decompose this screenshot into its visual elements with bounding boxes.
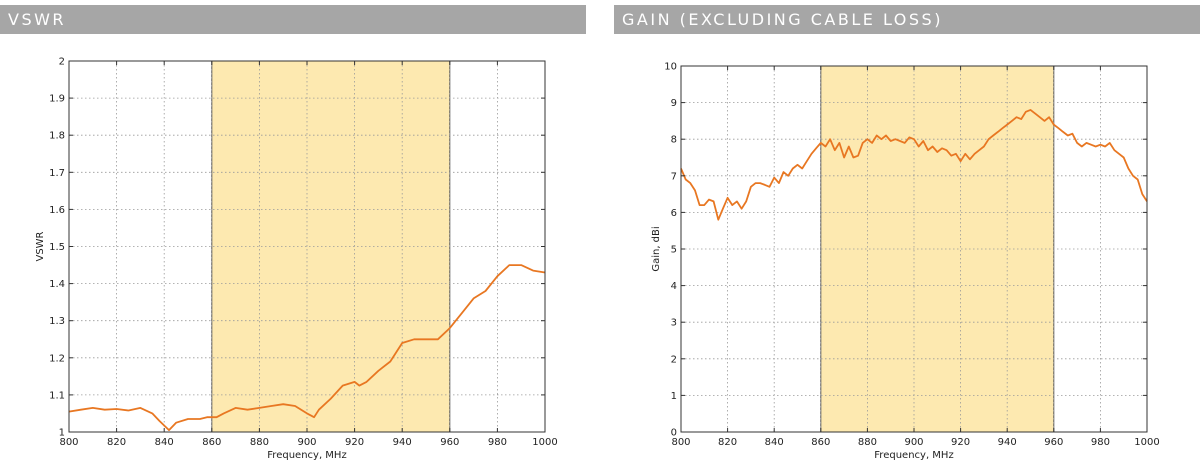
y-tick-label: 1.8 [49,131,65,142]
x-tick-label: 920 [345,437,364,448]
x-tick-label: 940 [393,437,412,448]
y-tick-label: 0 [671,428,677,439]
x-tick-label: 800 [671,437,690,448]
x-tick-label: 840 [765,437,784,448]
y-tick-label: 6 [671,208,677,219]
y-tick-label: 2 [671,354,677,365]
gain-panel: GAIN (EXCLUDING CABLE LOSS) 800 820 840 860… [614,0,1200,461]
x-tick-label: 840 [155,437,174,448]
y-tick-label: 10 [664,62,677,73]
y-tick-label: 1 [671,391,677,402]
x-tick-label: 860 [202,437,221,448]
y-tick-label: 1.6 [49,205,65,216]
x-tick-label: 820 [107,437,126,448]
x-tick-label: 1000 [1134,437,1159,448]
y-tick-label: 7 [671,171,677,182]
x-tick-label: 800 [59,437,78,448]
x-tick-label: 980 [1091,437,1110,448]
x-tick-label: 960 [440,437,459,448]
y-tick-label: 9 [671,98,677,109]
y-tick-label: 1.9 [49,94,65,105]
vswr-panel-title: VSWR [0,5,586,34]
y-tick-label: 1.1 [49,390,65,401]
vswr-chart: 800 820 840 860 880 900 920 940 960 980 1000 1 1.1 1.… [35,57,558,462]
x-tick-label: 960 [1044,437,1063,448]
series-line [680,109,1148,221]
x-tick-label: 820 [718,437,737,448]
x-tick-label: 900 [904,437,923,448]
x-tick-label: 940 [998,437,1017,448]
x-tick-label: 900 [297,437,316,448]
vswr-panel: VSWR 800 820 840 860 880 900 920 940 960 980 1000 1… [0,0,586,461]
x-tick-label: 1000 [532,437,557,448]
x-axis-label: Frequency, MHz [874,450,953,461]
y-tick-label: 2 [59,57,65,68]
x-tick-label: 880 [250,437,269,448]
x-axis-label: Frequency, MHz [267,450,346,461]
y-tick-label: 8 [671,135,677,146]
y-tick-label: 5 [671,245,677,256]
y-axis-label: VSWR [35,231,46,261]
y-tick-label: 1.3 [49,316,65,327]
x-tick-label: 980 [488,437,507,448]
y-tick-label: 1.2 [49,353,65,364]
gain-panel-title: GAIN (EXCLUDING CABLE LOSS) [614,5,1200,34]
y-axis-label: Gain, dBi [651,226,662,271]
x-tick-label: 880 [858,437,877,448]
gain-chart: 800 820 840 860 880 900 920 940 960 980 1000 0 1 2 3 4 5… [651,62,1160,462]
y-tick-label: 1.5 [49,242,65,253]
y-tick-label: 4 [671,281,677,292]
y-tick-label: 1.7 [49,168,65,179]
series-line [68,264,546,431]
y-tick-label: 1.4 [49,279,65,290]
x-tick-label: 860 [811,437,830,448]
y-tick-label: 3 [671,318,677,329]
y-tick-label: 1 [59,428,65,439]
x-tick-label: 920 [951,437,970,448]
